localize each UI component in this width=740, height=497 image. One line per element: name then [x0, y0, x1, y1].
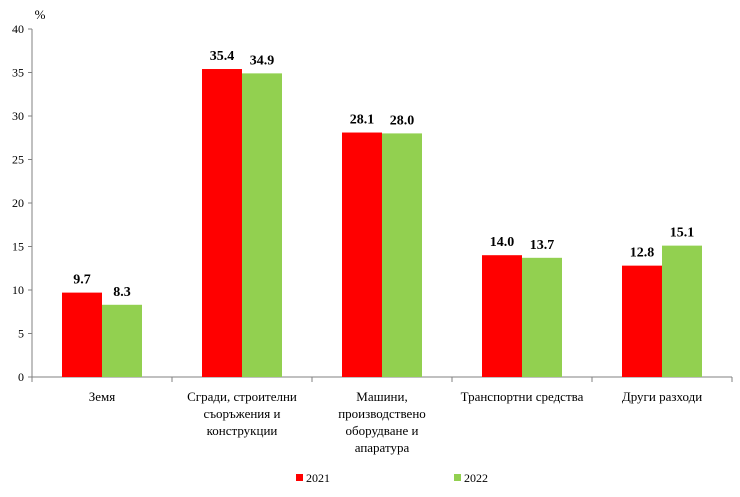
category-labels: Земя Сгради, строителни съоръжения и констр… [89, 389, 702, 455]
legend-swatch-2022 [454, 474, 461, 481]
bars [62, 69, 702, 378]
bar-2022-2 [382, 133, 422, 377]
y-tick-label: 5 [18, 327, 24, 341]
legend: 2021 2022 [296, 471, 488, 485]
category-label: Сгради, строителни съоръжения и конструкци… [187, 389, 297, 438]
bar-2022-0 [102, 304, 142, 377]
data-label: 8.3 [113, 285, 131, 300]
y-tick-label: 25 [12, 153, 24, 167]
data-label: 28.0 [390, 113, 415, 128]
data-label: 35.4 [210, 49, 235, 64]
data-label-background [206, 47, 238, 64]
y-axis-unit-label: % [35, 7, 46, 22]
data-label: 14.0 [490, 235, 515, 250]
y-tick-label: 15 [12, 240, 24, 254]
legend-label-2022: 2022 [464, 471, 488, 485]
category-label: Транспортни средства [461, 389, 584, 404]
data-labels: 9.7 35.4 28.1 14.0 12.8 8.3 34.9 28.0 13.7 15.1 [66, 47, 698, 300]
bar-2022-3 [522, 257, 562, 377]
y-tick-label: 40 [12, 22, 24, 36]
bar-2022-4 [662, 245, 702, 377]
data-label: 15.1 [670, 226, 695, 241]
bar-2021-2 [342, 132, 382, 377]
y-tick-label: 10 [12, 283, 24, 297]
bar-2021-0 [62, 292, 102, 377]
data-label: 13.7 [530, 238, 555, 253]
data-label-background [106, 282, 138, 299]
y-tick-label: 35 [12, 66, 24, 80]
bar-2021-1 [202, 69, 242, 378]
legend-label-2021: 2021 [306, 471, 330, 485]
bar-2022-1 [242, 73, 282, 378]
data-label: 9.7 [73, 273, 91, 288]
data-label: 12.8 [630, 246, 655, 261]
data-label-background [386, 111, 418, 128]
data-label-background [626, 243, 658, 260]
data-label-background [66, 270, 98, 287]
data-label-background [246, 51, 278, 68]
data-label-background [666, 223, 698, 240]
category-label: Други разходи [622, 389, 702, 404]
bar-2021-3 [482, 255, 522, 377]
category-label: Машини, производствено оборудване и апарату… [338, 389, 426, 455]
data-label-background [526, 235, 558, 252]
data-label-background [486, 233, 518, 250]
data-label-background [346, 110, 378, 127]
y-tick-label: 20 [12, 196, 24, 210]
legend-swatch-2021 [296, 474, 303, 481]
y-axis-ticks: 0 5 10 15 20 25 30 35 40 [12, 22, 32, 384]
data-label: 34.9 [250, 53, 275, 68]
y-tick-label: 30 [12, 109, 24, 123]
category-label: Земя [89, 389, 116, 404]
bar-2021-4 [622, 265, 662, 377]
y-tick-label: 0 [18, 370, 24, 384]
data-label: 28.1 [350, 113, 375, 128]
